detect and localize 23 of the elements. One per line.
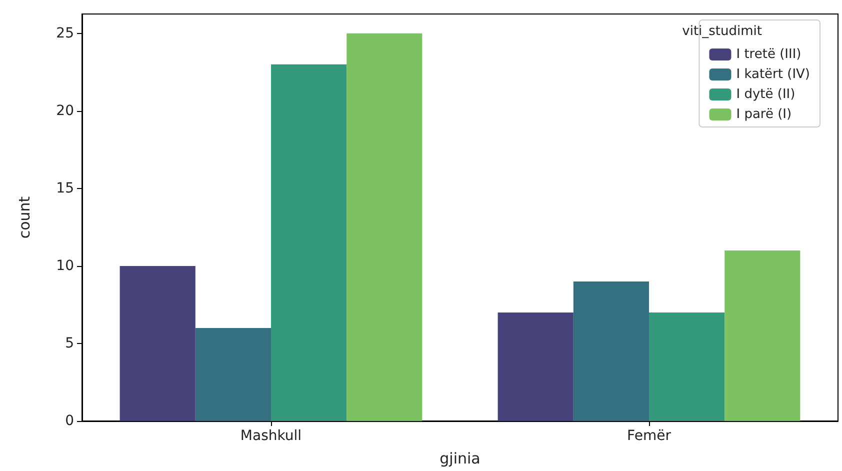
legend-label: I parë (I) [736, 107, 792, 122]
y-tick-label: 15 [56, 180, 74, 196]
bar [498, 312, 574, 421]
y-tick-label: 20 [56, 102, 74, 119]
bar [346, 33, 422, 421]
y-axis-title: count [16, 196, 34, 239]
bar [649, 312, 725, 421]
x-axis-title: gjinia [440, 450, 480, 468]
y-tick-label: 25 [56, 25, 74, 42]
y-tick-label: 10 [56, 258, 74, 274]
legend-label: I dytë (II) [736, 87, 796, 102]
bar [271, 64, 347, 421]
x-tick-label: Mashkull [240, 428, 302, 444]
bar [573, 281, 649, 421]
legend-label: I tretë (III) [736, 47, 802, 62]
x-tick-label: Femër [627, 428, 672, 444]
bar [724, 250, 800, 421]
legend-title: viti_studimit [682, 24, 762, 39]
y-tick-label: 0 [65, 413, 74, 429]
bar [195, 328, 271, 421]
bar [120, 266, 196, 421]
legend-label: I katërt (IV) [736, 67, 810, 82]
y-tick-label: 5 [65, 335, 74, 352]
